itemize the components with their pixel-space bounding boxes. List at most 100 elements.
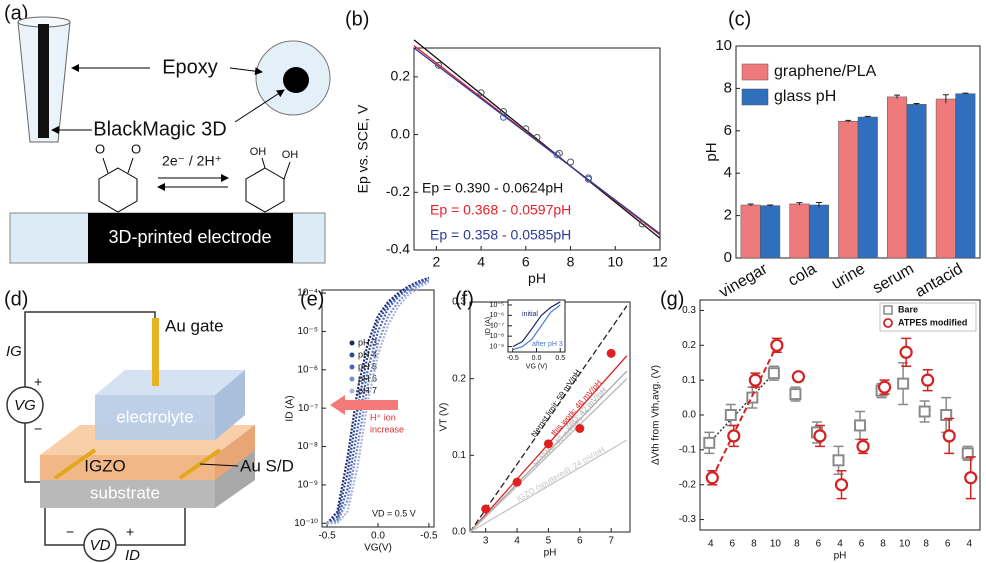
y-tick-label: 0.2: [391, 68, 411, 84]
y-tick-label: 2: [724, 207, 732, 224]
data-point: [814, 430, 825, 441]
x-tick-label: cola: [785, 260, 819, 289]
data-point: [704, 438, 714, 448]
x-tick-label: -0.5: [507, 355, 519, 362]
panel-label: (e): [300, 288, 324, 310]
x-tick-label: 6: [859, 539, 865, 550]
x-tick-label: 7: [608, 536, 614, 547]
x-tick-label: 4: [477, 253, 485, 269]
current-label: ID: [125, 547, 140, 563]
y-tick-label: 4: [724, 164, 732, 181]
current-label: IG: [6, 343, 22, 360]
x-tick-label: 10: [770, 539, 782, 550]
x-tick-label: 10: [899, 539, 911, 550]
y-tick-label: 10⁻⁷: [490, 323, 504, 330]
equation-label: Ep = 0.390 - 0.0624pH: [422, 180, 563, 196]
x-tick-label: 3: [483, 536, 489, 547]
data-point: [726, 410, 736, 420]
curve-label: initial: [522, 311, 538, 318]
data-point: [771, 340, 782, 351]
y-tick-label: 10: [715, 37, 732, 54]
sign-label: −: [34, 421, 42, 437]
x-tick-label: urine: [829, 260, 868, 293]
y-tick-label: -0.2: [386, 183, 410, 199]
legend-swatch: [742, 64, 768, 80]
plot-frame: [414, 48, 660, 250]
x-tick-label: 8: [751, 539, 757, 550]
legend-marker: [884, 319, 892, 327]
x-tick-label: 6: [816, 539, 822, 550]
y-tick-label: 10⁻⁹: [297, 480, 318, 491]
plot-frame: [700, 300, 980, 530]
bar: [956, 94, 976, 258]
line-shape: [284, 162, 290, 179]
x-tick-label: 6: [730, 539, 736, 550]
y-tick-label: 0.0: [452, 527, 466, 538]
bar: [887, 97, 907, 258]
x-tick-label: serum: [870, 260, 917, 297]
y-tick-label: 10⁻⁹: [490, 343, 504, 350]
y-tick-label: 0.1: [452, 450, 466, 461]
x-tick-label: 4: [514, 536, 520, 547]
legend-marker: [350, 341, 355, 346]
atom-label: O: [95, 141, 105, 156]
x-tick-label: 2: [432, 253, 440, 269]
annotation: VD = 0.5 V: [372, 508, 416, 518]
x-axis-label: pH: [834, 551, 847, 562]
annotation: increase: [370, 424, 404, 434]
y-tick-label: -0.3: [679, 514, 697, 525]
y-tick-label: 10⁻⁸: [297, 441, 318, 452]
equation-label: Ep = 0.358 - 0.0585pH: [430, 227, 571, 243]
x-tick-label: antacid: [913, 260, 966, 301]
electrolyte-label: electrolyte: [116, 407, 193, 426]
rect-shape: [38, 24, 49, 138]
x-axis-label: pH: [544, 548, 557, 559]
electrode-label: 3D-printed electrode: [108, 227, 271, 247]
x-tick-label: 8: [794, 539, 800, 550]
line-shape: [128, 158, 133, 173]
bar: [741, 205, 761, 258]
y-tick-label: 0.0: [682, 410, 696, 421]
x-tick-label: 0.0: [371, 531, 385, 542]
legend-swatch: [742, 89, 768, 105]
line-shape: [262, 158, 265, 168]
blackmagic-label: BlackMagic 3D: [93, 118, 226, 140]
y-tick-label: 0.1: [682, 375, 696, 386]
data-point: [769, 368, 779, 378]
legend-label: Bare: [898, 304, 918, 314]
data-point: [922, 375, 933, 386]
curve-label: after pH 3: [532, 341, 563, 348]
y-tick-label: 0: [724, 249, 732, 266]
y-tick-label: 10⁻⁷: [298, 403, 318, 414]
gate-label: Au gate: [165, 316, 224, 335]
x-tick-label: 12: [652, 253, 668, 269]
panel-label: (b): [345, 8, 369, 30]
y-tick-label: 10⁻⁶: [297, 364, 318, 375]
voltage-label: VG: [14, 397, 36, 414]
data-point: [855, 420, 865, 430]
data-point: [944, 430, 955, 441]
y-axis-label: Ep vs. SCE, V: [355, 104, 371, 193]
y-tick-label: 0.0: [391, 125, 411, 141]
voltage-label: VD: [90, 537, 111, 554]
path-shape: [99, 168, 137, 212]
y-tick-label: 10⁻⁵: [297, 326, 318, 337]
bar: [907, 104, 927, 258]
x-tick-label: 6: [945, 539, 951, 550]
y-tick-label: 0.2: [452, 373, 466, 384]
x-tick-label: 5: [546, 536, 552, 547]
y-tick-label: 8: [724, 79, 732, 96]
x-axis-label: VG (V): [526, 364, 547, 371]
x-tick-label: 10: [607, 253, 623, 269]
panel-label: (f): [455, 288, 474, 310]
equation-label: Ep = 0.368 - 0.0597pH: [430, 202, 571, 218]
x-tick-label: 0.0: [532, 355, 542, 362]
bar: [936, 99, 956, 258]
legend-marker: [350, 365, 355, 370]
y-tick-label: -0.2: [679, 479, 697, 490]
data-point: [750, 375, 761, 386]
figure: (a) Epoxy BlackMagic 3D 3D-printed elect…: [0, 0, 986, 563]
data-point: [901, 347, 912, 358]
bar: [760, 206, 780, 258]
x-tick-label: 4: [837, 539, 843, 550]
